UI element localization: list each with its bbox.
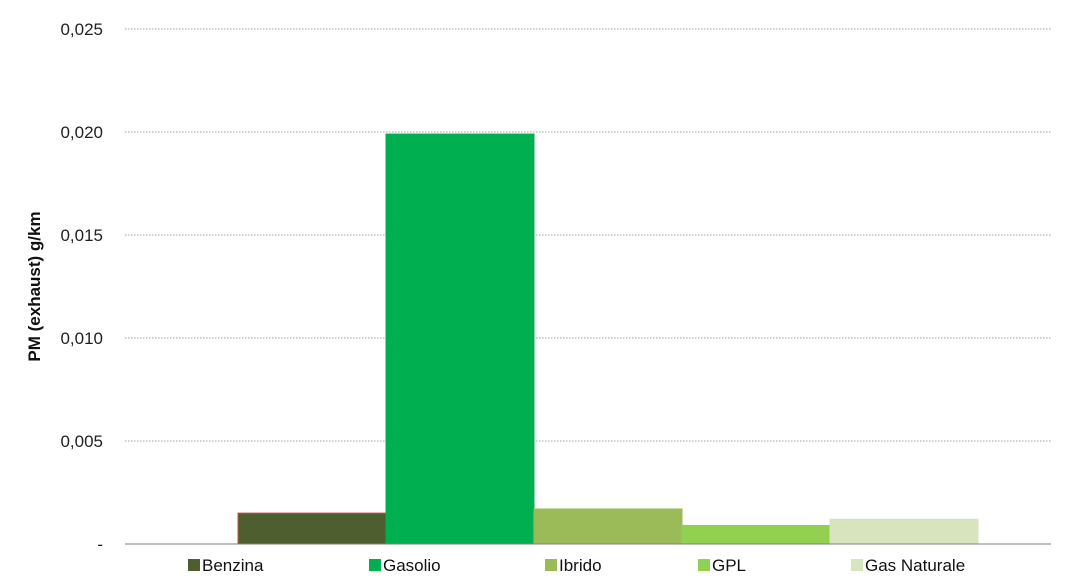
legend-label-ibrido: Ibrido — [559, 556, 602, 575]
bar-gas-naturale — [829, 518, 979, 545]
legend-label-gasolio: Gasolio — [383, 556, 441, 575]
y-tick-label-1: 0,005 — [60, 432, 103, 451]
legend-swatch-gpl — [698, 559, 710, 571]
bars — [237, 133, 979, 545]
legend-label-gas-naturale: Gas Naturale — [865, 556, 965, 575]
y-tick-label-3: 0,015 — [60, 226, 103, 245]
legend-swatch-benzina — [188, 559, 200, 571]
y-tick-label-5: 0,025 — [60, 20, 103, 39]
bar-gpl — [681, 524, 831, 545]
gridlines — [125, 28, 1051, 442]
y-tick-label-2: 0,010 — [60, 329, 103, 348]
legend-swatch-gasolio — [369, 559, 381, 571]
y-tick-label-4: 0,020 — [60, 123, 103, 142]
legend-swatch-gas-naturale — [851, 559, 863, 571]
y-tick-label-0: - — [97, 535, 103, 554]
y-tick-labels: - 0,005 0,010 0,015 0,020 0,025 — [60, 20, 103, 554]
y-axis-title: PM (exhaust) g/km — [25, 211, 44, 361]
legend-swatch-ibrido — [545, 559, 557, 571]
legend-label-benzina: Benzina — [202, 556, 264, 575]
bar-gasolio — [385, 133, 535, 545]
bar-benzina — [237, 512, 387, 545]
legend: Benzina Gasolio Ibrido GPL Gas Naturale — [188, 556, 965, 575]
bar-ibrido — [533, 508, 683, 545]
legend-label-gpl: GPL — [712, 556, 746, 575]
